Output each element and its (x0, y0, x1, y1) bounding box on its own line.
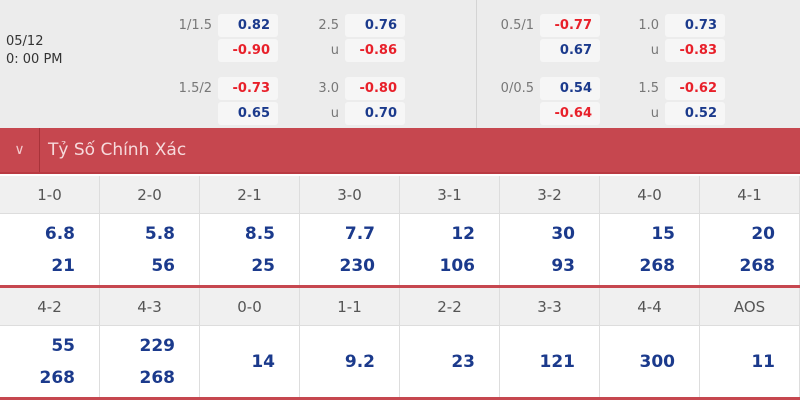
score-odds-value[interactable]: 7.7 (344, 223, 375, 244)
score-odds-cell[interactable]: 14 (200, 326, 300, 397)
score-odds-value[interactable]: 268 (739, 255, 776, 276)
score-label: 1-0 (0, 176, 100, 214)
chevron-down-icon[interactable]: ∨ (0, 128, 40, 172)
odds-line-label: 0.5/1 (500, 18, 534, 33)
score-label: 2-0 (100, 176, 200, 214)
score-odds-value[interactable]: 25 (251, 255, 275, 276)
score-label: 4-3 (100, 288, 200, 326)
odds-value[interactable]: 0.52 (665, 102, 725, 125)
score-label: 3-3 (500, 288, 600, 326)
score-odds-cell[interactable]: 229 268 (100, 326, 200, 397)
score-odds-value[interactable]: 56 (151, 255, 175, 276)
score-label: 2-1 (200, 176, 300, 214)
score-odds-value[interactable]: 12 (451, 223, 475, 244)
odds-value[interactable]: 0.67 (540, 39, 600, 62)
score-odds-value[interactable]: 15 (651, 223, 675, 244)
under-label: u (330, 106, 339, 121)
score-odds-value[interactable]: 106 (439, 255, 476, 276)
score-label: 0-0 (200, 288, 300, 326)
score-odds-value[interactable]: 93 (551, 255, 575, 276)
score-odds-value[interactable]: 11 (751, 351, 775, 372)
score-odds-value[interactable]: 23 (451, 351, 475, 372)
score-odds-cell[interactable]: 8.5 25 (200, 214, 300, 285)
score-odds-cell[interactable]: 11 (700, 326, 800, 397)
score-grid-1: 1-0 2-0 2-1 3-0 3-1 3-2 4-0 4-1 6.8 21 5.8 56 8.5 25 7… (0, 176, 800, 285)
score-odds-cell[interactable]: 23 (400, 326, 500, 397)
odds-line-label: 1.0 (638, 18, 659, 33)
odds-line-label: 1.5 (638, 81, 659, 96)
score-label: 4-1 (700, 176, 800, 214)
odds-value[interactable]: 0.70 (345, 102, 405, 125)
score-odds-cell[interactable]: 20 268 (700, 214, 800, 285)
odds-value[interactable]: 0.76 (345, 14, 405, 37)
under-label: u (650, 106, 659, 121)
score-odds-value[interactable]: 14 (251, 351, 275, 372)
score-odds-cell[interactable]: 30 93 (500, 214, 600, 285)
score-label: 4-4 (600, 288, 700, 326)
odds-line-label: 1.5/2 (178, 81, 212, 96)
score-odds-value[interactable]: 20 (751, 223, 775, 244)
score-label: 3-2 (500, 176, 600, 214)
row-divider (0, 285, 800, 288)
score-odds-value[interactable]: 8.5 (244, 223, 275, 244)
odds-line-label: 3.0 (318, 81, 339, 96)
score-odds-value[interactable]: 268 (139, 367, 176, 388)
odds-value[interactable]: -0.77 (540, 14, 600, 37)
row-divider (0, 397, 800, 400)
odds-value[interactable]: 0.54 (540, 77, 600, 100)
odds-line-label: 0/0.5 (500, 81, 534, 96)
score-label: 4-2 (0, 288, 100, 326)
score-odds-value[interactable]: 268 (39, 367, 76, 388)
score-odds-value[interactable]: 6.8 (44, 223, 75, 244)
under-label: u (330, 43, 339, 58)
score-odds-value[interactable]: 30 (551, 223, 575, 244)
score-odds-cell[interactable]: 9.2 (300, 326, 400, 397)
score-odds-cell[interactable]: 6.8 21 (0, 214, 100, 285)
section-title: Tỷ Số Chính Xác (48, 140, 187, 160)
divider (476, 0, 477, 128)
score-odds-cell[interactable]: 121 (500, 326, 600, 397)
odds-line-label: 1/1.5 (178, 18, 212, 33)
odds-panel: 05/12 0: 00 PM 1/1.5 0.82 -0.90 2.5 u 0.76 -0.8… (0, 0, 800, 128)
match-clock: 0: 00 PM (6, 52, 63, 67)
section-header[interactable]: ∨ Tỷ Số Chính Xác (0, 128, 800, 174)
score-odds-cell[interactable]: 300 (600, 326, 700, 397)
score-odds-cell[interactable]: 5.8 56 (100, 214, 200, 285)
odds-value[interactable]: -0.64 (540, 102, 600, 125)
score-label: AOS (700, 288, 800, 326)
score-grid-2: 4-2 4-3 0-0 1-1 2-2 3-3 4-4 AOS 55 268 229 268 14 9.2… (0, 288, 800, 397)
score-odds-cell[interactable]: 7.7 230 (300, 214, 400, 285)
score-odds-value[interactable]: 230 (339, 255, 376, 276)
odds-value[interactable]: -0.80 (345, 77, 405, 100)
score-odds-value[interactable]: 121 (539, 351, 576, 372)
score-odds-value[interactable]: 9.2 (344, 351, 375, 372)
score-label: 2-2 (400, 288, 500, 326)
score-odds-value[interactable]: 300 (639, 351, 676, 372)
score-odds-value[interactable]: 5.8 (144, 223, 175, 244)
score-odds-cell[interactable]: 15 268 (600, 214, 700, 285)
odds-value[interactable]: 0.65 (218, 102, 278, 125)
odds-line-label: 2.5 (318, 18, 339, 33)
score-odds-value[interactable]: 229 (139, 335, 176, 356)
match-time: 05/12 0: 00 PM (6, 33, 63, 69)
score-label: 3-0 (300, 176, 400, 214)
score-label: 4-0 (600, 176, 700, 214)
score-odds-value[interactable]: 21 (51, 255, 75, 276)
odds-value[interactable]: 0.73 (665, 14, 725, 37)
odds-value[interactable]: -0.90 (218, 39, 278, 62)
odds-value[interactable]: -0.86 (345, 39, 405, 62)
odds-value[interactable]: 0.82 (218, 14, 278, 37)
match-date: 05/12 (6, 34, 44, 49)
score-odds-value[interactable]: 268 (639, 255, 676, 276)
odds-value[interactable]: -0.73 (218, 77, 278, 100)
score-odds-cell[interactable]: 55 268 (0, 326, 100, 397)
odds-value[interactable]: -0.62 (665, 77, 725, 100)
odds-value[interactable]: -0.83 (665, 39, 725, 62)
score-odds-cell[interactable]: 12 106 (400, 214, 500, 285)
score-label: 3-1 (400, 176, 500, 214)
under-label: u (650, 43, 659, 58)
score-label: 1-1 (300, 288, 400, 326)
score-odds-value[interactable]: 55 (51, 335, 75, 356)
